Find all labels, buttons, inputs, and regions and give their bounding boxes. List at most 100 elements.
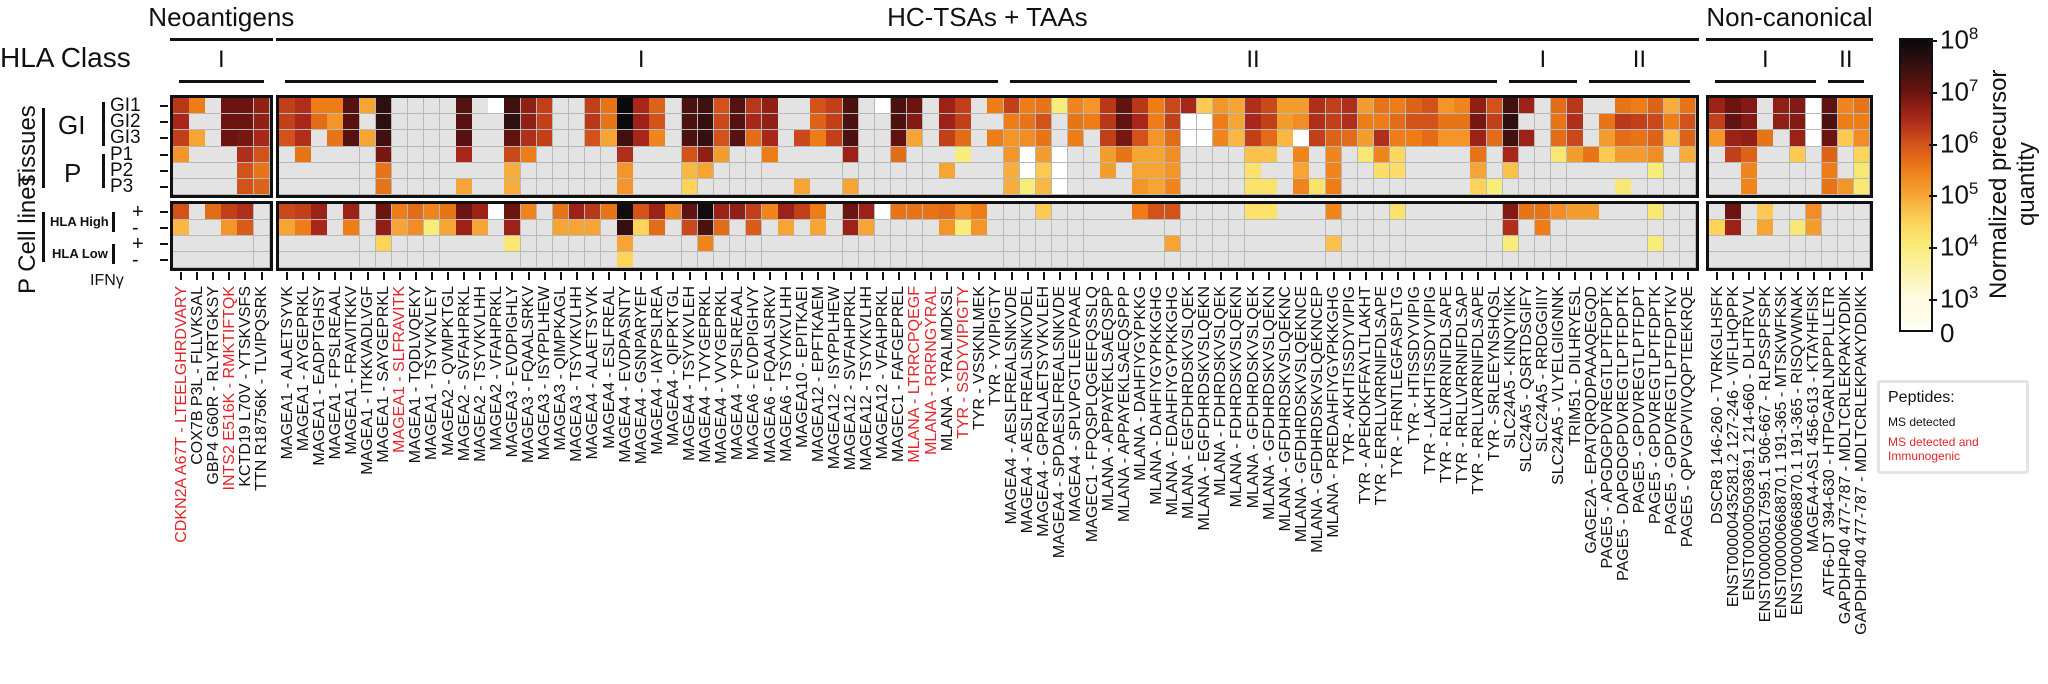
heatmap-cell <box>1805 162 1823 179</box>
heatmap-cell <box>504 252 521 268</box>
column-tick <box>1622 272 1625 280</box>
heatmap-cell <box>536 114 554 131</box>
heatmap-cell <box>1725 98 1742 115</box>
colorbar-tick-label: 107 <box>1940 76 1978 108</box>
heatmap-cell <box>391 130 409 147</box>
heatmap-cell <box>1821 220 1839 236</box>
heatmap-cell <box>1341 98 1359 115</box>
heatmap-cell <box>343 204 360 220</box>
heatmap-cell <box>1663 220 1681 236</box>
heatmap-cell <box>713 146 731 163</box>
heatmap-cell <box>1357 98 1375 115</box>
heatmap-cell <box>173 220 190 236</box>
heatmap-cell <box>1709 236 1726 252</box>
peptide-label: MAGEA4-AS1 456-613 - KTAYHFISK <box>1805 286 1823 553</box>
heatmap-cell <box>327 146 344 163</box>
heatmap-cell <box>375 146 393 163</box>
heatmap-cell <box>311 179 328 196</box>
heatmap-cell <box>1228 114 1246 131</box>
heatmap-cell <box>971 252 988 268</box>
heatmap-cell <box>906 114 924 131</box>
heatmap-cell <box>1196 98 1214 115</box>
heatmap-cell <box>488 179 505 196</box>
heatmap-cell <box>1438 114 1455 131</box>
heatmap-cell <box>987 236 1004 252</box>
heatmap-cell <box>1679 179 1697 196</box>
peptide-label: ENST00000509369.1 214-660 - DLHTRVVL <box>1740 286 1758 601</box>
heatmap-cell <box>939 162 956 179</box>
heatmap-cell <box>1599 204 1616 220</box>
heatmap-cell <box>955 252 972 268</box>
heatmap-cell <box>520 162 538 179</box>
heatmap-cell <box>681 252 699 268</box>
hla-low-bracket <box>112 244 115 264</box>
heatmap-cell <box>955 179 972 196</box>
ifn-gamma-label: IFNγ <box>90 272 124 289</box>
heatmap-cell <box>221 252 238 268</box>
heatmap-cell <box>1789 114 1807 131</box>
column-tick <box>1429 272 1432 280</box>
heatmap-cell <box>794 162 811 179</box>
heatmap-cell <box>584 252 602 268</box>
heatmap-cell <box>1679 146 1697 163</box>
heatmap-cell <box>1148 204 1165 220</box>
heatmap-cell <box>189 114 206 131</box>
heatmap-cell <box>375 252 393 268</box>
heatmap-cell <box>1100 179 1117 196</box>
peptide-label: TYR - VSSKNLMEK <box>970 286 988 431</box>
heatmap-cell <box>1132 179 1149 196</box>
heatmap-cell <box>253 179 271 196</box>
heatmap-cell <box>1389 98 1407 115</box>
heatmap-cell <box>1486 179 1504 196</box>
heatmap-cell <box>906 236 924 252</box>
heatmap-cell <box>536 252 554 268</box>
heatmap-cell <box>1567 114 1584 131</box>
heatmap-cell <box>1773 204 1790 220</box>
heatmap-cell <box>745 130 763 147</box>
tick-base: 10 <box>1940 76 1969 107</box>
heatmap-cell <box>1277 179 1294 196</box>
heatmap-cell <box>1100 162 1117 179</box>
heatmap-cell <box>1583 204 1600 220</box>
heatmap-cell <box>1309 114 1326 131</box>
heatmap-cell <box>504 114 521 131</box>
group-line <box>170 38 273 41</box>
heatmap-cell <box>1789 130 1807 147</box>
heatmap-cell <box>279 204 296 220</box>
heatmap-cell <box>1357 236 1375 252</box>
heatmap-cell <box>1341 236 1359 252</box>
heatmap-cell <box>472 146 489 163</box>
heatmap-cell <box>842 114 860 131</box>
column-tick <box>1413 272 1416 280</box>
heatmap-cell <box>1325 130 1343 147</box>
heatmap-cell <box>1837 252 1855 268</box>
heatmap-cell <box>391 162 409 179</box>
peptide-label: MLANA - GFDHRDSKVSLQEK <box>1244 286 1262 509</box>
heatmap-cell <box>359 162 377 179</box>
peptide-label: MLANA - GFDHRDSKVSLQEKNCEP <box>1308 286 1326 553</box>
heatmap-cell <box>1051 220 1069 236</box>
heatmap-cell <box>472 162 489 179</box>
heatmap-cell <box>311 204 328 220</box>
heatmap-cell <box>1148 98 1165 115</box>
heatmap-cell <box>1406 236 1423 252</box>
heatmap-cell <box>205 146 222 163</box>
column-tick <box>801 272 804 280</box>
heatmap-cell <box>375 162 393 179</box>
column-tick <box>527 272 530 280</box>
heatmap-cell <box>681 114 699 131</box>
heatmap-cell <box>1019 114 1037 131</box>
hla-class-line <box>1589 80 1690 83</box>
heatmap-cell <box>173 130 190 147</box>
heatmap-cell <box>1212 252 1230 268</box>
column-tick <box>962 272 965 280</box>
heatmap-cell <box>649 179 666 196</box>
heatmap-cell <box>1132 146 1149 163</box>
heatmap-cell <box>407 179 425 196</box>
heatmap-cell <box>456 179 473 196</box>
heatmap-cell <box>189 252 206 268</box>
hla-class-line <box>179 80 264 83</box>
heatmap-cell <box>1164 130 1182 147</box>
heatmap-cell <box>472 236 489 252</box>
heatmap-cell <box>1821 114 1839 131</box>
